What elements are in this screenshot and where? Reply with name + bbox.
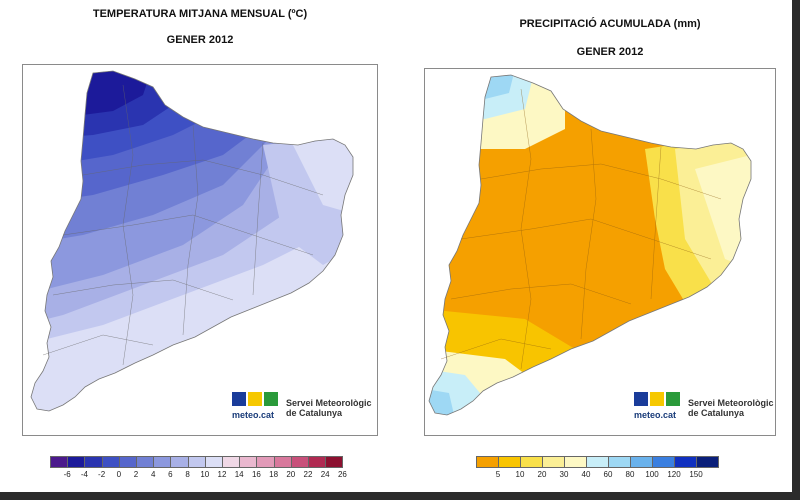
- legend-tick-label: -6: [63, 470, 71, 479]
- legend-swatch: [696, 456, 719, 468]
- legend-swatch: [586, 456, 609, 468]
- legend-tick-label: 5: [495, 470, 501, 479]
- logo-brand-text: meteo.cat: [232, 410, 275, 420]
- legend-swatch: [170, 456, 189, 468]
- legend-swatch: [308, 456, 327, 468]
- legend-swatch: [476, 456, 499, 468]
- legend-tick-label: 18: [269, 470, 279, 479]
- logo-square-blue: [634, 392, 648, 406]
- legend-swatch: [325, 456, 344, 468]
- precipitation-map: [428, 74, 752, 416]
- legend-swatch: [101, 456, 120, 468]
- legend-tick-label: 10: [515, 470, 525, 479]
- right-map-subtitle: GENER 2012: [576, 46, 644, 58]
- legend-swatch: [652, 456, 675, 468]
- legend-swatch: [498, 456, 521, 468]
- legend-swatch: [50, 456, 69, 468]
- legend-tick-label: 20: [537, 470, 547, 479]
- legend-tick-label: 12: [217, 470, 227, 479]
- legend-swatch: [630, 456, 653, 468]
- legend-swatch: [520, 456, 543, 468]
- logo-org-line1: Servei Meteorològic: [286, 398, 372, 408]
- logo-org-line2: de Catalunya: [286, 408, 343, 418]
- logo-square-blue: [232, 392, 246, 406]
- legend-tick-label: 10: [200, 470, 210, 479]
- legend-tick-label: 6: [168, 470, 173, 479]
- legend-tick-label: -4: [80, 470, 88, 479]
- legend-tick-label: 80: [625, 470, 635, 479]
- left-map-title: TEMPERATURA MITJANA MENSUAL (ºC): [92, 8, 308, 20]
- legend-tick-label: 120: [667, 470, 681, 479]
- left-legend: -6 -4 -2 0 2 4 6 8 10 12 14 16 18 20 22 24 26: [50, 456, 350, 486]
- legend-tick-label: 22: [303, 470, 313, 479]
- legend-tick-label: 0: [116, 470, 122, 479]
- legend-swatch: [187, 456, 206, 468]
- legend-swatch: [204, 456, 223, 468]
- legend-swatch: [273, 456, 292, 468]
- legend-tick-label: 60: [603, 470, 613, 479]
- legend-tick-label: 20: [286, 470, 296, 479]
- legend-tick-label: 4: [150, 470, 156, 479]
- right-map-title: PRECIPITACIÓ ACUMULADA (mm): [519, 18, 701, 30]
- legend-tick-label: -2: [98, 470, 106, 479]
- left-meteocat-logo: meteo.cat Servei Meteorològic de Catalun…: [232, 392, 372, 428]
- legend-swatch: [136, 456, 155, 468]
- legend-tick-label: 100: [645, 470, 659, 479]
- legend-swatch: [153, 456, 172, 468]
- legend-swatch: [67, 456, 86, 468]
- logo-square-sun: [650, 392, 664, 406]
- legend-swatch: [674, 456, 697, 468]
- legend-swatch: [239, 456, 258, 468]
- legend-tick-label: 2: [133, 470, 139, 479]
- legend-tick-label: 8: [185, 470, 190, 479]
- logo-square-sun: [248, 392, 262, 406]
- logo-square-green: [666, 392, 680, 406]
- legend-tick-label: 150: [689, 470, 703, 479]
- right-map-frame: [424, 68, 776, 436]
- temperature-map: [30, 70, 354, 412]
- legend-swatch: [222, 456, 241, 468]
- legend-tick-label: 14: [234, 470, 244, 479]
- left-map-frame: [22, 64, 378, 436]
- legend-swatch: [118, 456, 137, 468]
- right-legend: 5 10 20 30 40 60 80 100 120 150: [476, 456, 726, 486]
- logo-brand-text: meteo.cat: [634, 410, 677, 420]
- left-map-subtitle: GENER 2012: [166, 34, 234, 46]
- right-meteocat-logo: meteo.cat Servei Meteorològic de Catalun…: [634, 392, 774, 428]
- legend-swatch: [290, 456, 309, 468]
- legend-tick-label: 30: [559, 470, 569, 479]
- legend-tick-label: 40: [581, 470, 591, 479]
- logo-square-green: [264, 392, 278, 406]
- legend-swatch: [256, 456, 275, 468]
- legend-tick-label: 16: [251, 470, 261, 479]
- logo-org-line1: Servei Meteorològic: [688, 398, 774, 408]
- legend-swatch: [564, 456, 587, 468]
- legend-swatch: [84, 456, 103, 468]
- legend-swatch: [542, 456, 565, 468]
- logo-org-line2: de Catalunya: [688, 408, 745, 418]
- legend-swatch: [608, 456, 631, 468]
- legend-tick-label: 26: [337, 470, 347, 479]
- legend-tick-label: 24: [320, 470, 330, 479]
